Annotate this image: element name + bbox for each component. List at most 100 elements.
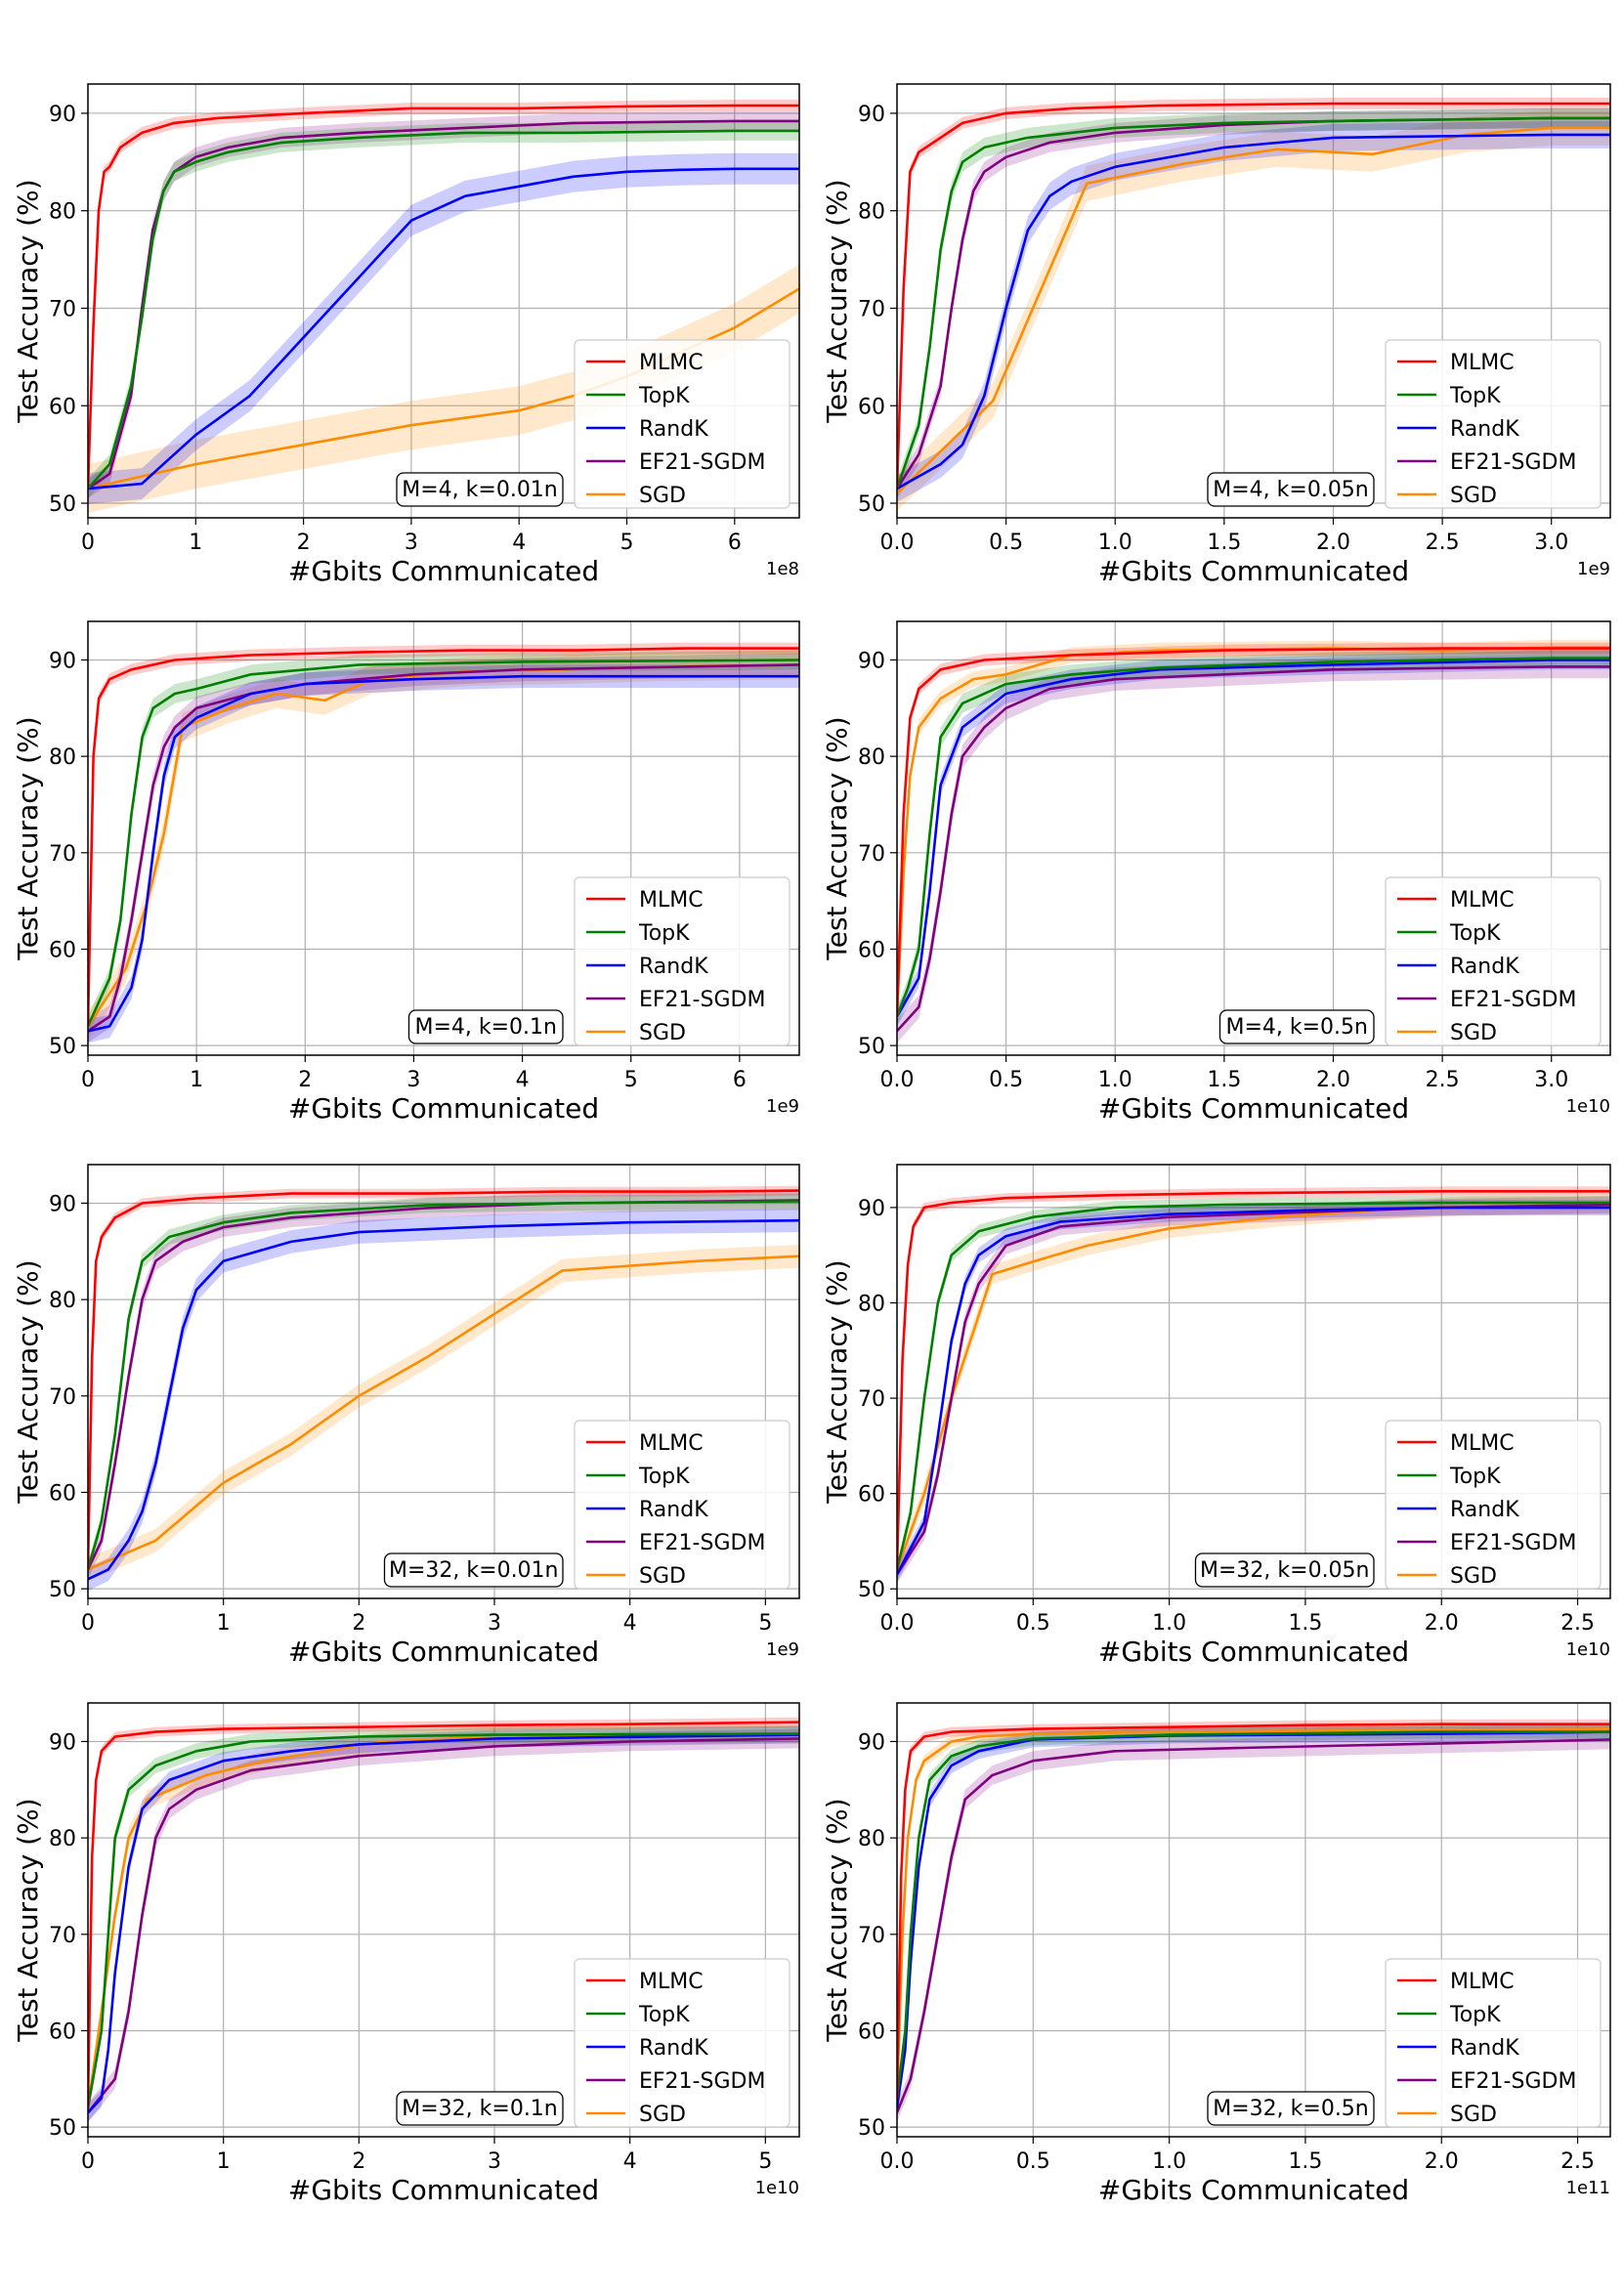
legend-label-mlmc: MLMC (1450, 888, 1515, 913)
x-offset-label: 1e11 (1566, 2178, 1610, 2198)
panel-3: 0 1 2 3 4 5 6 50 60 70 80 90 #Gbits Communicated Test… (12, 620, 800, 1125)
legend-label-topk: TopK (1449, 1465, 1501, 1489)
series-line-topk (88, 659, 799, 1027)
y-axis-label: Test Accuracy (%) (12, 1259, 44, 1504)
y-tick-label: 60 (858, 938, 885, 962)
annotation-box (396, 472, 564, 507)
series-line-ef21-sgdm (88, 1199, 799, 1570)
y-tick-label: 60 (49, 395, 76, 419)
y-tick-label: 90 (858, 1730, 885, 1755)
legend-label-randk: RandK (639, 417, 708, 442)
x-tick-label: 2.0 (1316, 1068, 1350, 1092)
y-tick-label: 70 (858, 1387, 885, 1412)
x-tick-label: 0.5 (1016, 1611, 1050, 1636)
plot-area (88, 642, 799, 1043)
x-tick-label: 0 (81, 1068, 95, 1092)
legend-label-mlmc: MLMC (1450, 1431, 1515, 1456)
legend-label-ef21-sgdm: EF21-SGDM (639, 450, 765, 475)
series-line-randk (897, 133, 1610, 490)
annotation-label: M=4, k=0.5n (1225, 1015, 1368, 1040)
series-line-sgd (897, 646, 1610, 1017)
series-line-mlmc (897, 1722, 1610, 2099)
x-tick-label: 3 (488, 2149, 501, 2174)
x-tick-label: 5 (758, 2149, 772, 2174)
plot-area (897, 1186, 1610, 1584)
x-tick-label: 0 (81, 2149, 95, 2174)
legend-label-sgd: SGD (639, 1564, 686, 1589)
axes-frame (896, 1164, 1611, 1599)
series-line-mlmc (88, 1189, 799, 1570)
y-axis-label: Test Accuracy (%) (821, 179, 853, 423)
x-tick-label: 1 (190, 1068, 203, 1092)
y-tick-label: 50 (858, 2116, 885, 2141)
series-line-ef21-sgdm (897, 665, 1610, 1033)
y-tick-label: 60 (49, 938, 76, 962)
y-tick-label: 80 (858, 200, 885, 225)
legend-label-topk: TopK (638, 2003, 690, 2027)
y-tick-label: 70 (49, 1385, 76, 1410)
legend-box (1385, 339, 1602, 509)
legend-label-ef21-sgdm: EF21-SGDM (1450, 2069, 1576, 2094)
y-tick-label: 80 (858, 1827, 885, 1851)
y-tick-label: 90 (858, 103, 885, 127)
x-tick-label: 2.0 (1425, 2149, 1459, 2174)
legend-label-ef21-sgdm: EF21-SGDM (1450, 1531, 1576, 1555)
y-tick-label: 70 (858, 842, 885, 867)
panel-6: 0.0 0.5 1.0 1.5 2.0 2.5 50 60 70 80 90 #Gbits Commu… (821, 1164, 1611, 1668)
axes-frame (87, 83, 800, 519)
x-tick-label: 0.0 (880, 1068, 915, 1092)
legend: MLMC TopK RandK EF21-SGDM SGD (1385, 339, 1602, 509)
x-offset-label: 1e9 (1577, 559, 1610, 579)
x-tick-label: 3.0 (1534, 531, 1568, 555)
x-axis-label: #Gbits Communicated (1098, 555, 1409, 587)
annotation-box (396, 2091, 564, 2126)
series-line-ef21-sgdm (88, 119, 799, 490)
x-tick-label: 1.5 (1288, 2149, 1322, 2174)
axes-frame (896, 83, 1611, 519)
y-tick-label: 80 (49, 1827, 76, 1851)
series-line-topk (88, 1200, 799, 1570)
series-line-ef21-sgdm (88, 1737, 799, 2114)
x-tick-label: 0.5 (989, 1068, 1023, 1092)
y-tick-label: 50 (49, 492, 76, 517)
x-tick-label: 3 (405, 531, 418, 555)
plot-area (88, 100, 799, 513)
x-tick-label: 0 (81, 531, 95, 555)
x-tick-label: 2.0 (1316, 531, 1350, 555)
x-tick-label: 5 (620, 531, 634, 555)
band-sgd (897, 639, 1610, 1025)
legend-box (1385, 1958, 1602, 2128)
series-line-topk (897, 1730, 1610, 2099)
x-tick-label: 0.0 (880, 1611, 915, 1636)
y-tick-label: 90 (49, 103, 76, 127)
legend-label-randk: RandK (1450, 1498, 1519, 1522)
series-line-mlmc (897, 102, 1610, 489)
x-tick-label: 1.0 (1098, 531, 1132, 555)
x-tick-label: 0.0 (880, 531, 915, 555)
y-tick-label: 70 (858, 1924, 885, 1948)
legend-box (1385, 1420, 1602, 1590)
series-line-mlmc (88, 104, 799, 489)
y-tick-label: 90 (858, 1197, 885, 1221)
legend-label-sgd: SGD (1450, 1021, 1497, 1045)
y-tick-label: 80 (858, 1292, 885, 1316)
legend-label-ef21-sgdm: EF21-SGDM (1450, 988, 1576, 1012)
y-axis-label: Test Accuracy (%) (12, 1798, 44, 2042)
legend-label-mlmc: MLMC (639, 888, 704, 913)
legend-label-topk: TopK (1449, 921, 1501, 946)
x-tick-label: 2 (298, 1068, 312, 1092)
x-tick-label: 1.5 (1207, 1068, 1241, 1092)
legend-label-sgd: SGD (1450, 484, 1497, 508)
x-tick-label: 0.0 (880, 2149, 915, 2174)
annotation-box (383, 1552, 564, 1588)
y-tick-label: 50 (49, 1578, 76, 1602)
y-tick-label: 70 (49, 297, 76, 321)
x-offset-label: 1e10 (1566, 1096, 1610, 1117)
legend-label-topk: TopK (638, 1465, 690, 1489)
axes-frame (87, 620, 800, 1056)
y-tick-label: 50 (858, 1578, 885, 1602)
annotation-box (407, 1009, 564, 1044)
series-line-ef21-sgdm (88, 663, 799, 1033)
legend-label-ef21-sgdm: EF21-SGDM (1450, 450, 1576, 475)
